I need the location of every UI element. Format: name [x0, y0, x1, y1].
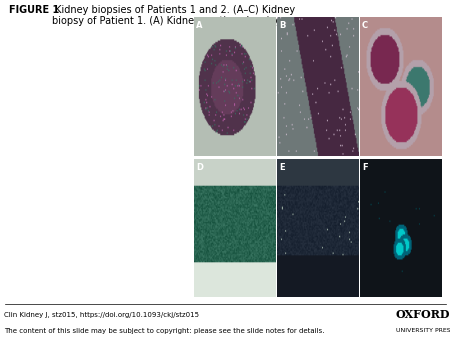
Text: C: C	[362, 21, 368, 30]
Text: FIGURE 1: FIGURE 1	[9, 5, 59, 15]
Text: The content of this slide may be subject to copyright: please see the slide note: The content of this slide may be subject…	[4, 328, 325, 334]
Text: E: E	[279, 163, 284, 172]
Text: Kidney biopsies of Patients 1 and 2. (A–C) Kidney
biopsy of Patient 1. (A) Kidne: Kidney biopsies of Patients 1 and 2. (A–…	[52, 5, 330, 26]
Text: A: A	[196, 21, 202, 30]
Text: F: F	[362, 163, 368, 172]
Text: D: D	[196, 163, 203, 172]
Text: B: B	[279, 21, 285, 30]
Text: Clin Kidney J, stz015, https://doi.org/10.1093/ckj/stz015: Clin Kidney J, stz015, https://doi.org/1…	[4, 312, 199, 318]
Text: OXFORD: OXFORD	[396, 309, 450, 320]
Text: UNIVERSITY PRESS: UNIVERSITY PRESS	[396, 328, 450, 333]
